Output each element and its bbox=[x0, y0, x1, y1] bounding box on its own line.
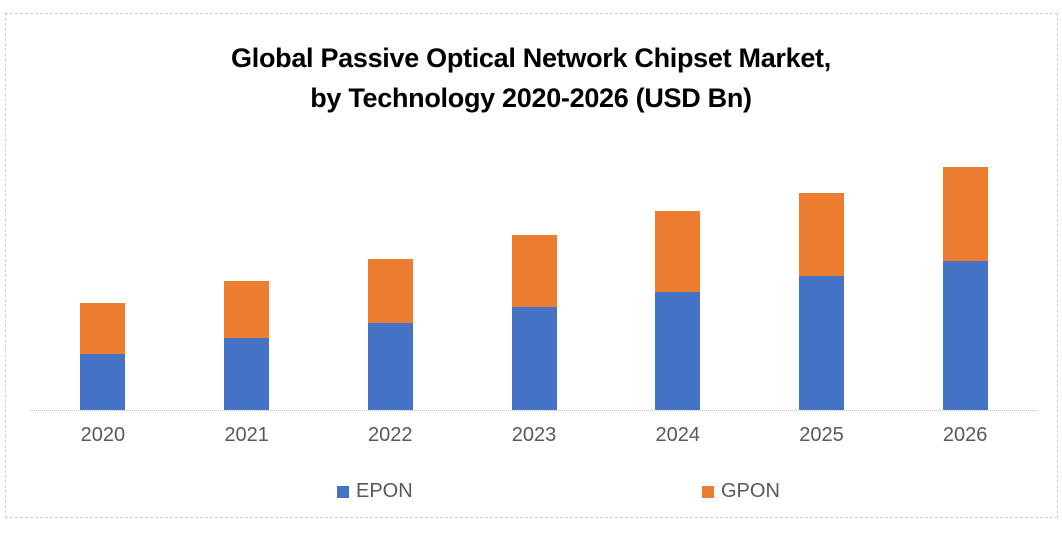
bar-segment-epon-2026 bbox=[942, 261, 988, 410]
legend-item-gpon: GPON bbox=[702, 480, 780, 503]
bar-segment-gpon-2026 bbox=[942, 167, 988, 261]
bar-slot-2021 bbox=[175, 150, 319, 410]
bar-stack-2021 bbox=[224, 281, 270, 410]
legend-label-gpon: GPON bbox=[721, 480, 780, 502]
bar-slot-2020 bbox=[31, 150, 175, 410]
bar-segment-epon-2020 bbox=[80, 354, 126, 410]
x-axis-labels: 2020 2021 2022 2023 2024 2025 2026 bbox=[31, 424, 1037, 447]
bar-slot-2025 bbox=[750, 150, 894, 410]
x-axis-label-2021: 2021 bbox=[224, 424, 269, 446]
bar-slot-2023 bbox=[462, 150, 606, 410]
bar-stack-2025 bbox=[798, 193, 844, 410]
bar-segment-gpon-2021 bbox=[224, 281, 270, 338]
bar-stack-2020 bbox=[80, 303, 126, 410]
bar-slot-2026 bbox=[893, 150, 1037, 410]
gpon-swatch-icon bbox=[702, 485, 714, 498]
x-axis-label-2025: 2025 bbox=[799, 424, 844, 446]
bar-segment-gpon-2023 bbox=[511, 235, 557, 307]
bar-slot-2022 bbox=[318, 150, 462, 410]
legend-label-epon: EPON bbox=[356, 480, 413, 502]
chart-title-line-1: Global Passive Optical Network Chipset M… bbox=[231, 43, 831, 73]
bar-stack-2024 bbox=[655, 211, 701, 410]
bar-segment-gpon-2022 bbox=[367, 259, 413, 323]
x-axis-label-2023: 2023 bbox=[511, 424, 557, 446]
x-axis-label-2020: 2020 bbox=[80, 424, 126, 446]
x-axis-label-2026: 2026 bbox=[942, 424, 988, 446]
bar-stack-2026 bbox=[942, 167, 988, 410]
bar-stack-2023 bbox=[511, 235, 557, 410]
bar-segment-epon-2022 bbox=[367, 323, 413, 410]
bar-segment-gpon-2020 bbox=[80, 303, 126, 354]
chart-title: Global Passive Optical Network Chipset M… bbox=[0, 38, 1062, 118]
epon-swatch-icon bbox=[337, 485, 349, 498]
bar-segment-gpon-2025 bbox=[798, 193, 844, 276]
plot-area bbox=[31, 150, 1037, 411]
bar-segment-epon-2021 bbox=[224, 338, 270, 410]
x-axis-label-2024: 2024 bbox=[655, 424, 700, 446]
legend-item-epon: EPON bbox=[337, 480, 413, 503]
x-axis-label-2022: 2022 bbox=[368, 424, 413, 446]
chart-title-line-2: by Technology 2020-2026 (USD Bn) bbox=[310, 83, 752, 113]
bar-segment-epon-2024 bbox=[655, 292, 701, 410]
bar-segment-gpon-2024 bbox=[655, 211, 701, 292]
bar-stack-2022 bbox=[367, 259, 413, 410]
bar-slot-2024 bbox=[606, 150, 750, 410]
bar-segment-epon-2025 bbox=[798, 276, 844, 410]
bar-segment-epon-2023 bbox=[511, 307, 557, 410]
